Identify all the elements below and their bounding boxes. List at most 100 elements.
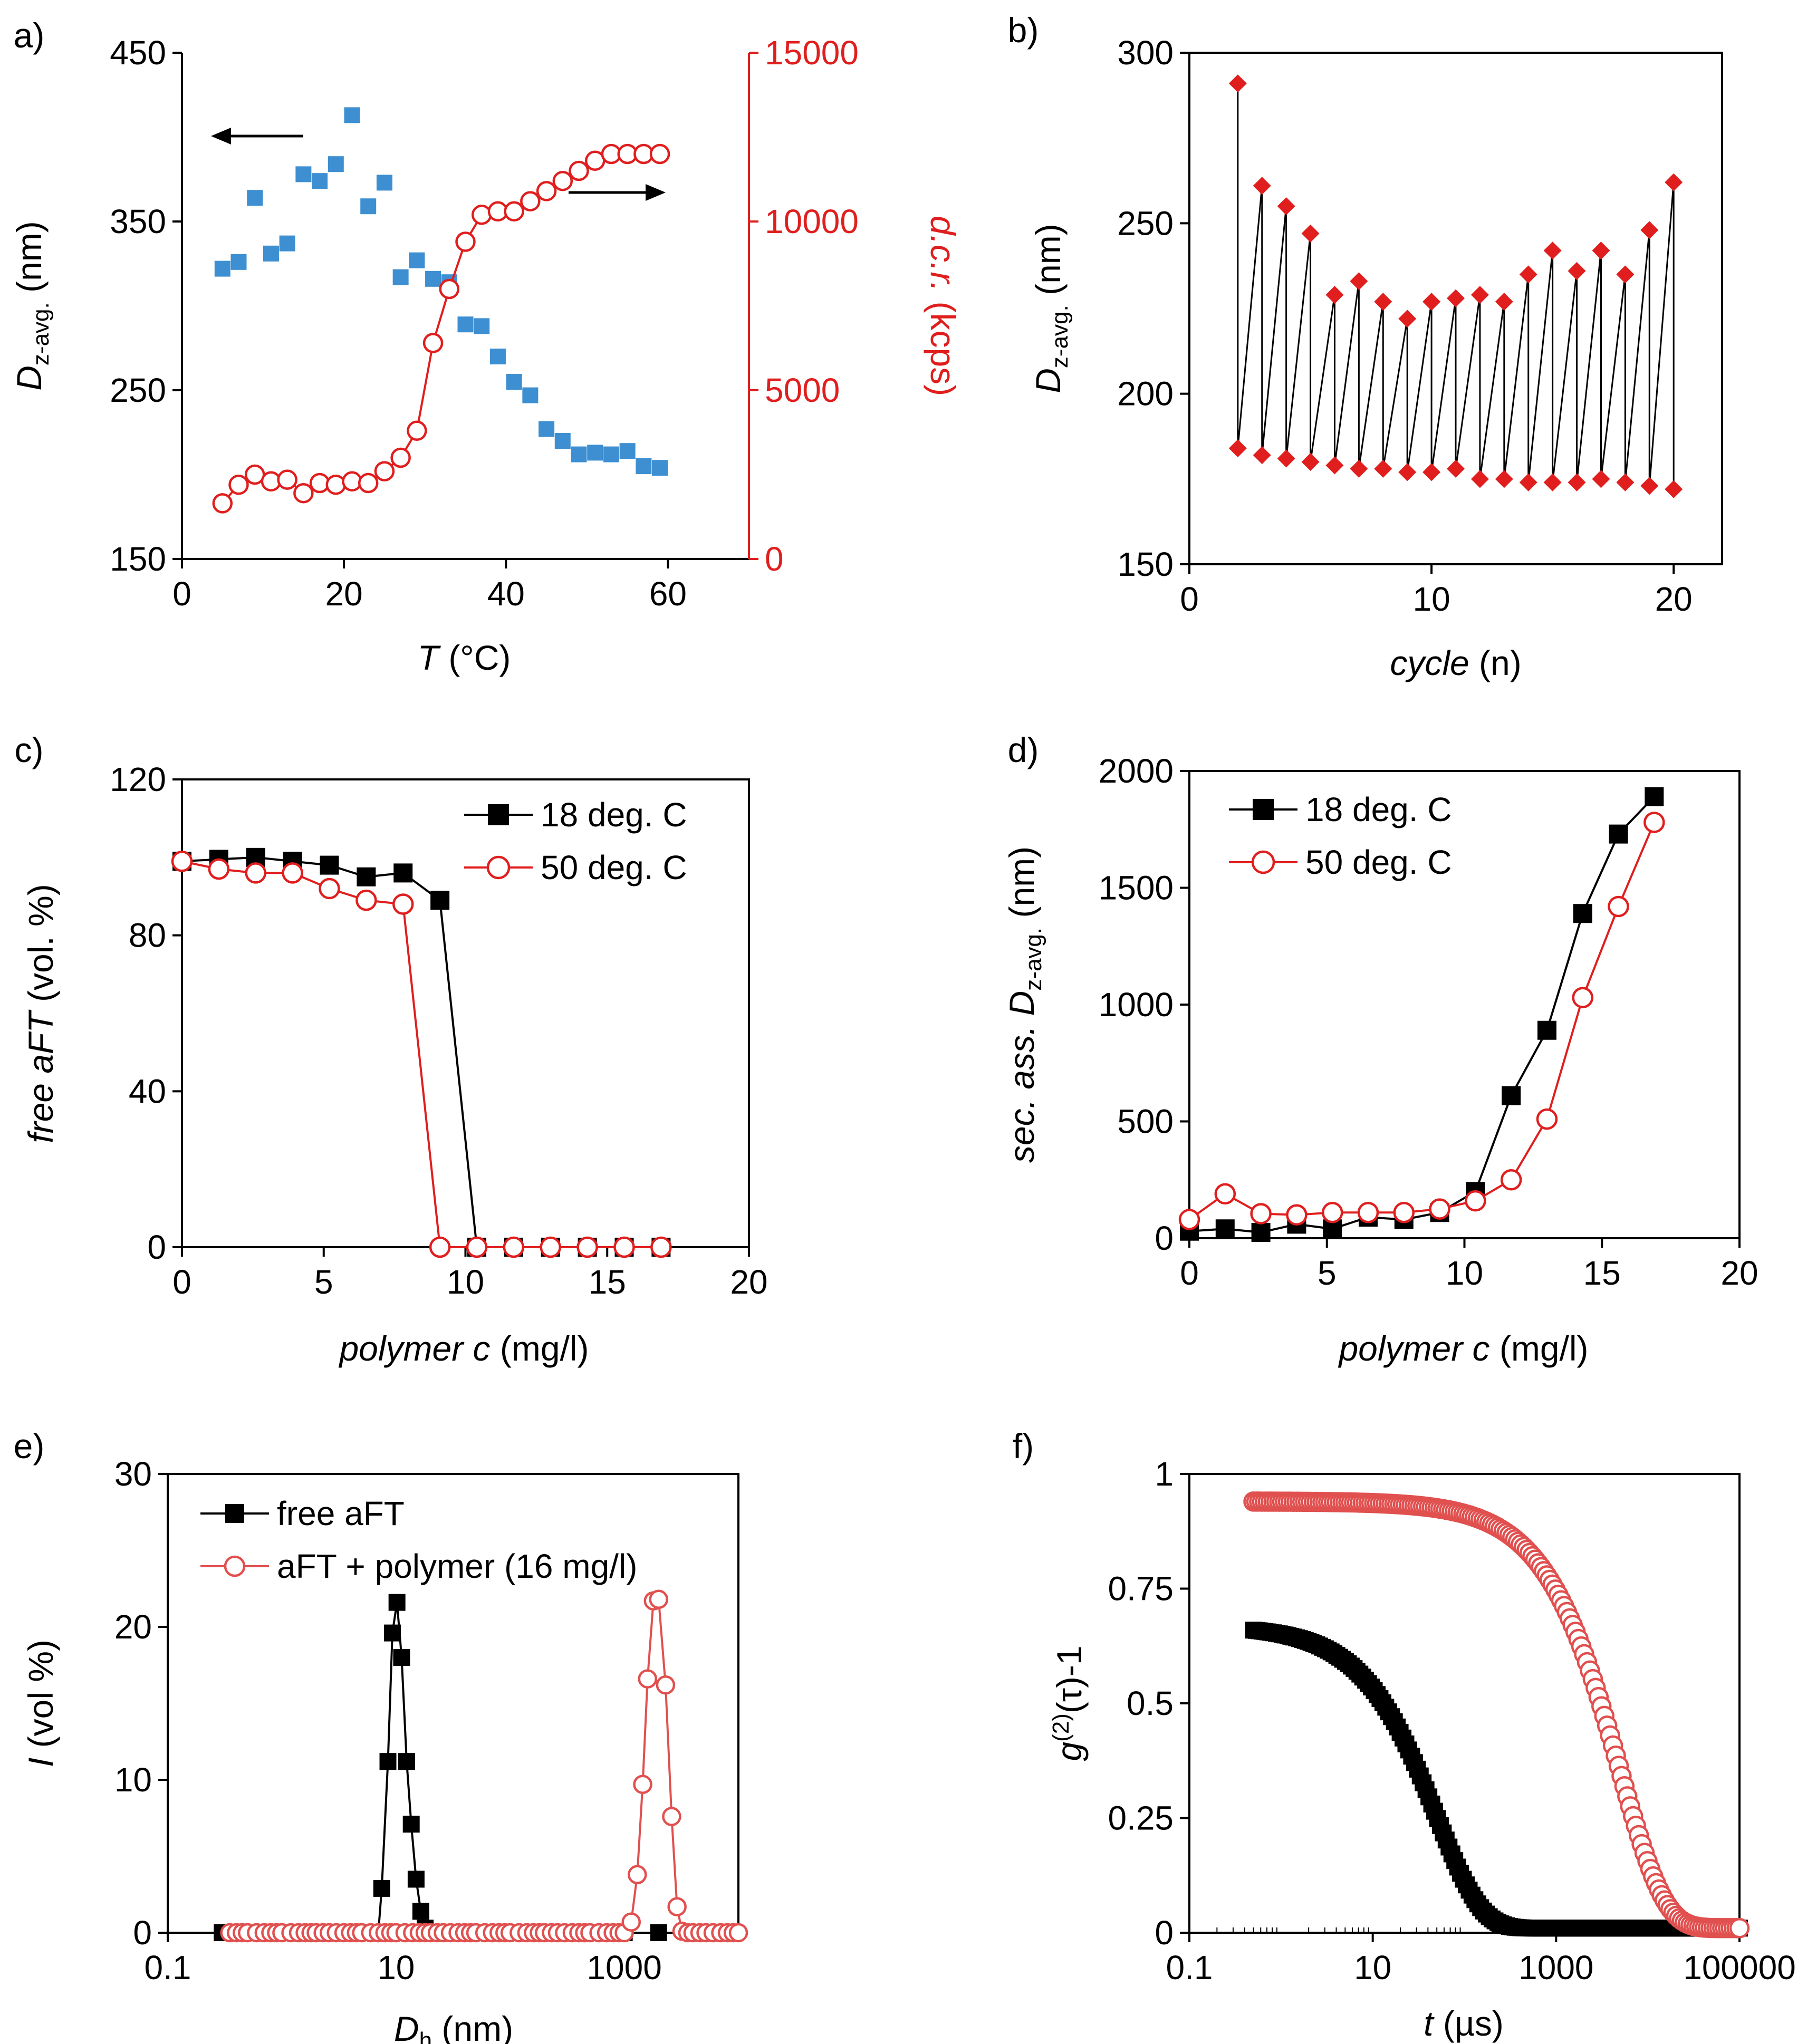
g2-circle-point	[1729, 1918, 1750, 1939]
circle-point	[1608, 895, 1629, 918]
y-tick-label: 30	[114, 1455, 152, 1493]
cycle-point	[1519, 265, 1537, 284]
dcr-point	[407, 420, 427, 441]
dz-point	[425, 271, 441, 287]
series-line	[1188, 822, 1656, 1221]
dz-point	[409, 252, 425, 268]
cycle-point	[1350, 459, 1368, 478]
legend-label: 50 deg. C	[1305, 843, 1452, 881]
dz-point	[376, 175, 392, 191]
x-tick-label: 100000	[1683, 1949, 1796, 1987]
circle-point	[1214, 1183, 1236, 1205]
x-tick-label: 0.1	[145, 1949, 191, 1987]
square-point	[383, 1624, 401, 1642]
x-tick-label: 5	[1318, 1254, 1337, 1292]
dz-point	[295, 166, 312, 182]
x-tick-label: 15	[589, 1263, 626, 1301]
panel-c: 0 40 80 120 0 5 10 15 20 18 deg. C 50 deg. C c) poly…	[15, 730, 768, 1368]
cycle-point	[1568, 262, 1586, 280]
square-point	[1251, 1222, 1271, 1242]
cycle-point	[1616, 473, 1635, 491]
cycle-point	[1253, 446, 1271, 465]
circle-point	[355, 889, 377, 911]
circle-point	[1393, 1202, 1415, 1223]
legend-marker	[224, 1555, 246, 1577]
y-tick-label: 200	[1117, 375, 1174, 413]
circle-point	[171, 850, 193, 872]
y2-tick-label: 15000	[765, 34, 859, 72]
circle-point	[1250, 1203, 1272, 1225]
dcr-point	[536, 181, 557, 201]
y2-axis-label: d.c.r. (kcps)	[924, 216, 963, 396]
square-point	[1215, 1219, 1235, 1239]
legend-marker	[1251, 850, 1275, 874]
cycle-point	[1470, 286, 1489, 304]
panel-label: a)	[14, 16, 45, 55]
x-axis-label: t (µs)	[1424, 2004, 1504, 2043]
cycle-point	[1592, 242, 1610, 260]
y-tick-label: 0	[1155, 1914, 1174, 1952]
x-axis-label: Dh (nm)	[394, 2009, 513, 2044]
dz-point	[474, 318, 490, 334]
y-tick-label: 150	[110, 540, 166, 578]
x-tick-label: 15	[1583, 1254, 1621, 1292]
dcr-point	[374, 461, 395, 481]
panel-label: c)	[15, 730, 44, 769]
square-point	[1502, 1086, 1521, 1105]
dcr-point	[455, 232, 476, 252]
circle-point	[662, 1807, 681, 1826]
x-tick-label: 60	[649, 575, 687, 613]
y-tick-label: 40	[129, 1072, 166, 1110]
circle-point	[656, 1675, 676, 1695]
circle-point	[613, 1236, 635, 1258]
cycle-point	[1228, 74, 1247, 93]
square-point	[412, 1903, 429, 1920]
square-point	[357, 867, 376, 886]
cycle-point	[1228, 439, 1247, 458]
square-point	[650, 1924, 667, 1941]
dcr-point	[212, 493, 233, 514]
arrow-right-head	[646, 184, 666, 201]
cycle-point	[1640, 221, 1659, 239]
dz-point	[312, 173, 328, 189]
x-tick-label: 20	[1721, 1254, 1758, 1292]
x-tick-label: 0	[172, 1263, 191, 1301]
y-tick-label: 250	[110, 371, 166, 409]
dcr-point	[569, 160, 589, 181]
square-point	[320, 855, 339, 875]
panel-e: 0 10 20 30 0.1 10 1000 free aFT aFT + polymer (1…	[14, 1426, 748, 2044]
y-tick-label: 2000	[1099, 752, 1174, 790]
x-tick-label: 0	[1180, 1254, 1199, 1292]
cycle-point	[1398, 463, 1417, 481]
panel-b: 150 200 250 300 0 10 20 b) cycle (n) Dz-avg. (nm)	[1008, 11, 1723, 682]
circle-point	[1286, 1204, 1308, 1226]
plot-frame	[1188, 770, 1741, 1239]
dz-point	[571, 446, 587, 462]
square-point	[407, 1871, 425, 1888]
panel-label: b)	[1008, 11, 1039, 50]
circle-point	[576, 1236, 598, 1258]
y-tick-label: 0	[147, 1228, 166, 1266]
y2-tick-label: 0	[765, 540, 784, 578]
x-tick-label: 0.1	[1166, 1949, 1213, 1987]
legend-label: 18 deg. C	[1305, 790, 1452, 828]
cycle-point	[1398, 310, 1417, 328]
circle-point	[667, 1897, 687, 1916]
y-tick-label: 350	[110, 203, 166, 240]
legend-label: aFT + polymer (16 mg/l)	[277, 1547, 637, 1585]
cycle-point	[1301, 453, 1320, 471]
cycle-point	[1495, 470, 1513, 488]
dz-point	[539, 421, 555, 437]
circle-point	[628, 1865, 647, 1885]
x-tick-label: 10	[1412, 580, 1450, 618]
cycle-point	[1616, 265, 1635, 284]
square-point	[402, 1816, 420, 1833]
legend-marker	[486, 855, 511, 880]
dz-point	[279, 235, 295, 252]
circle-point	[245, 862, 266, 884]
panel-label: e)	[14, 1426, 45, 1465]
y-tick-label: 500	[1117, 1103, 1174, 1141]
circle-point	[208, 858, 230, 880]
dz-point	[247, 190, 263, 206]
